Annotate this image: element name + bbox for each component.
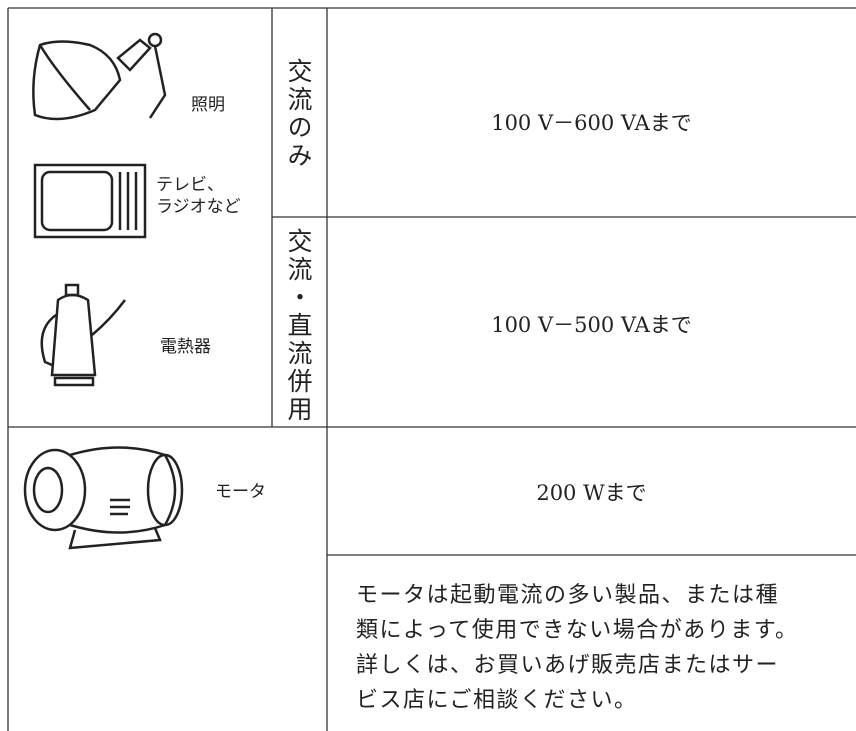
note-line: 類によって使用できない場合があります。 (356, 618, 799, 643)
current-type: 交流のみ (284, 58, 313, 170)
device-label: モータ (215, 482, 266, 502)
limit-text: 200 Wまで (536, 481, 647, 505)
motor-icon (23, 446, 184, 550)
limit-text: 100 V－600 VAまで (491, 111, 692, 135)
kettle-icon (40, 283, 126, 387)
lamp-icon (32, 32, 167, 121)
device-label: テレビ、 (156, 175, 224, 195)
device-label: 照明 (191, 95, 225, 115)
note-line: 詳しくは、お買いあげ販売店またはサー (356, 653, 780, 678)
device-label: 電熱器 (160, 337, 211, 357)
limit-text: 100 V－500 VAまで (491, 313, 692, 337)
note: モータは起動電流の多い製品、または種 類によって使用できない場合があります。 詳… (356, 578, 851, 718)
note-line: ビス店にご相談ください。 (356, 688, 638, 713)
note-line: モータは起動電流の多い製品、または種 (356, 583, 780, 608)
current-type: 交流・直流併用 (284, 228, 313, 424)
device-label: ラジオなど (156, 197, 241, 217)
tv-icon (33, 163, 147, 239)
